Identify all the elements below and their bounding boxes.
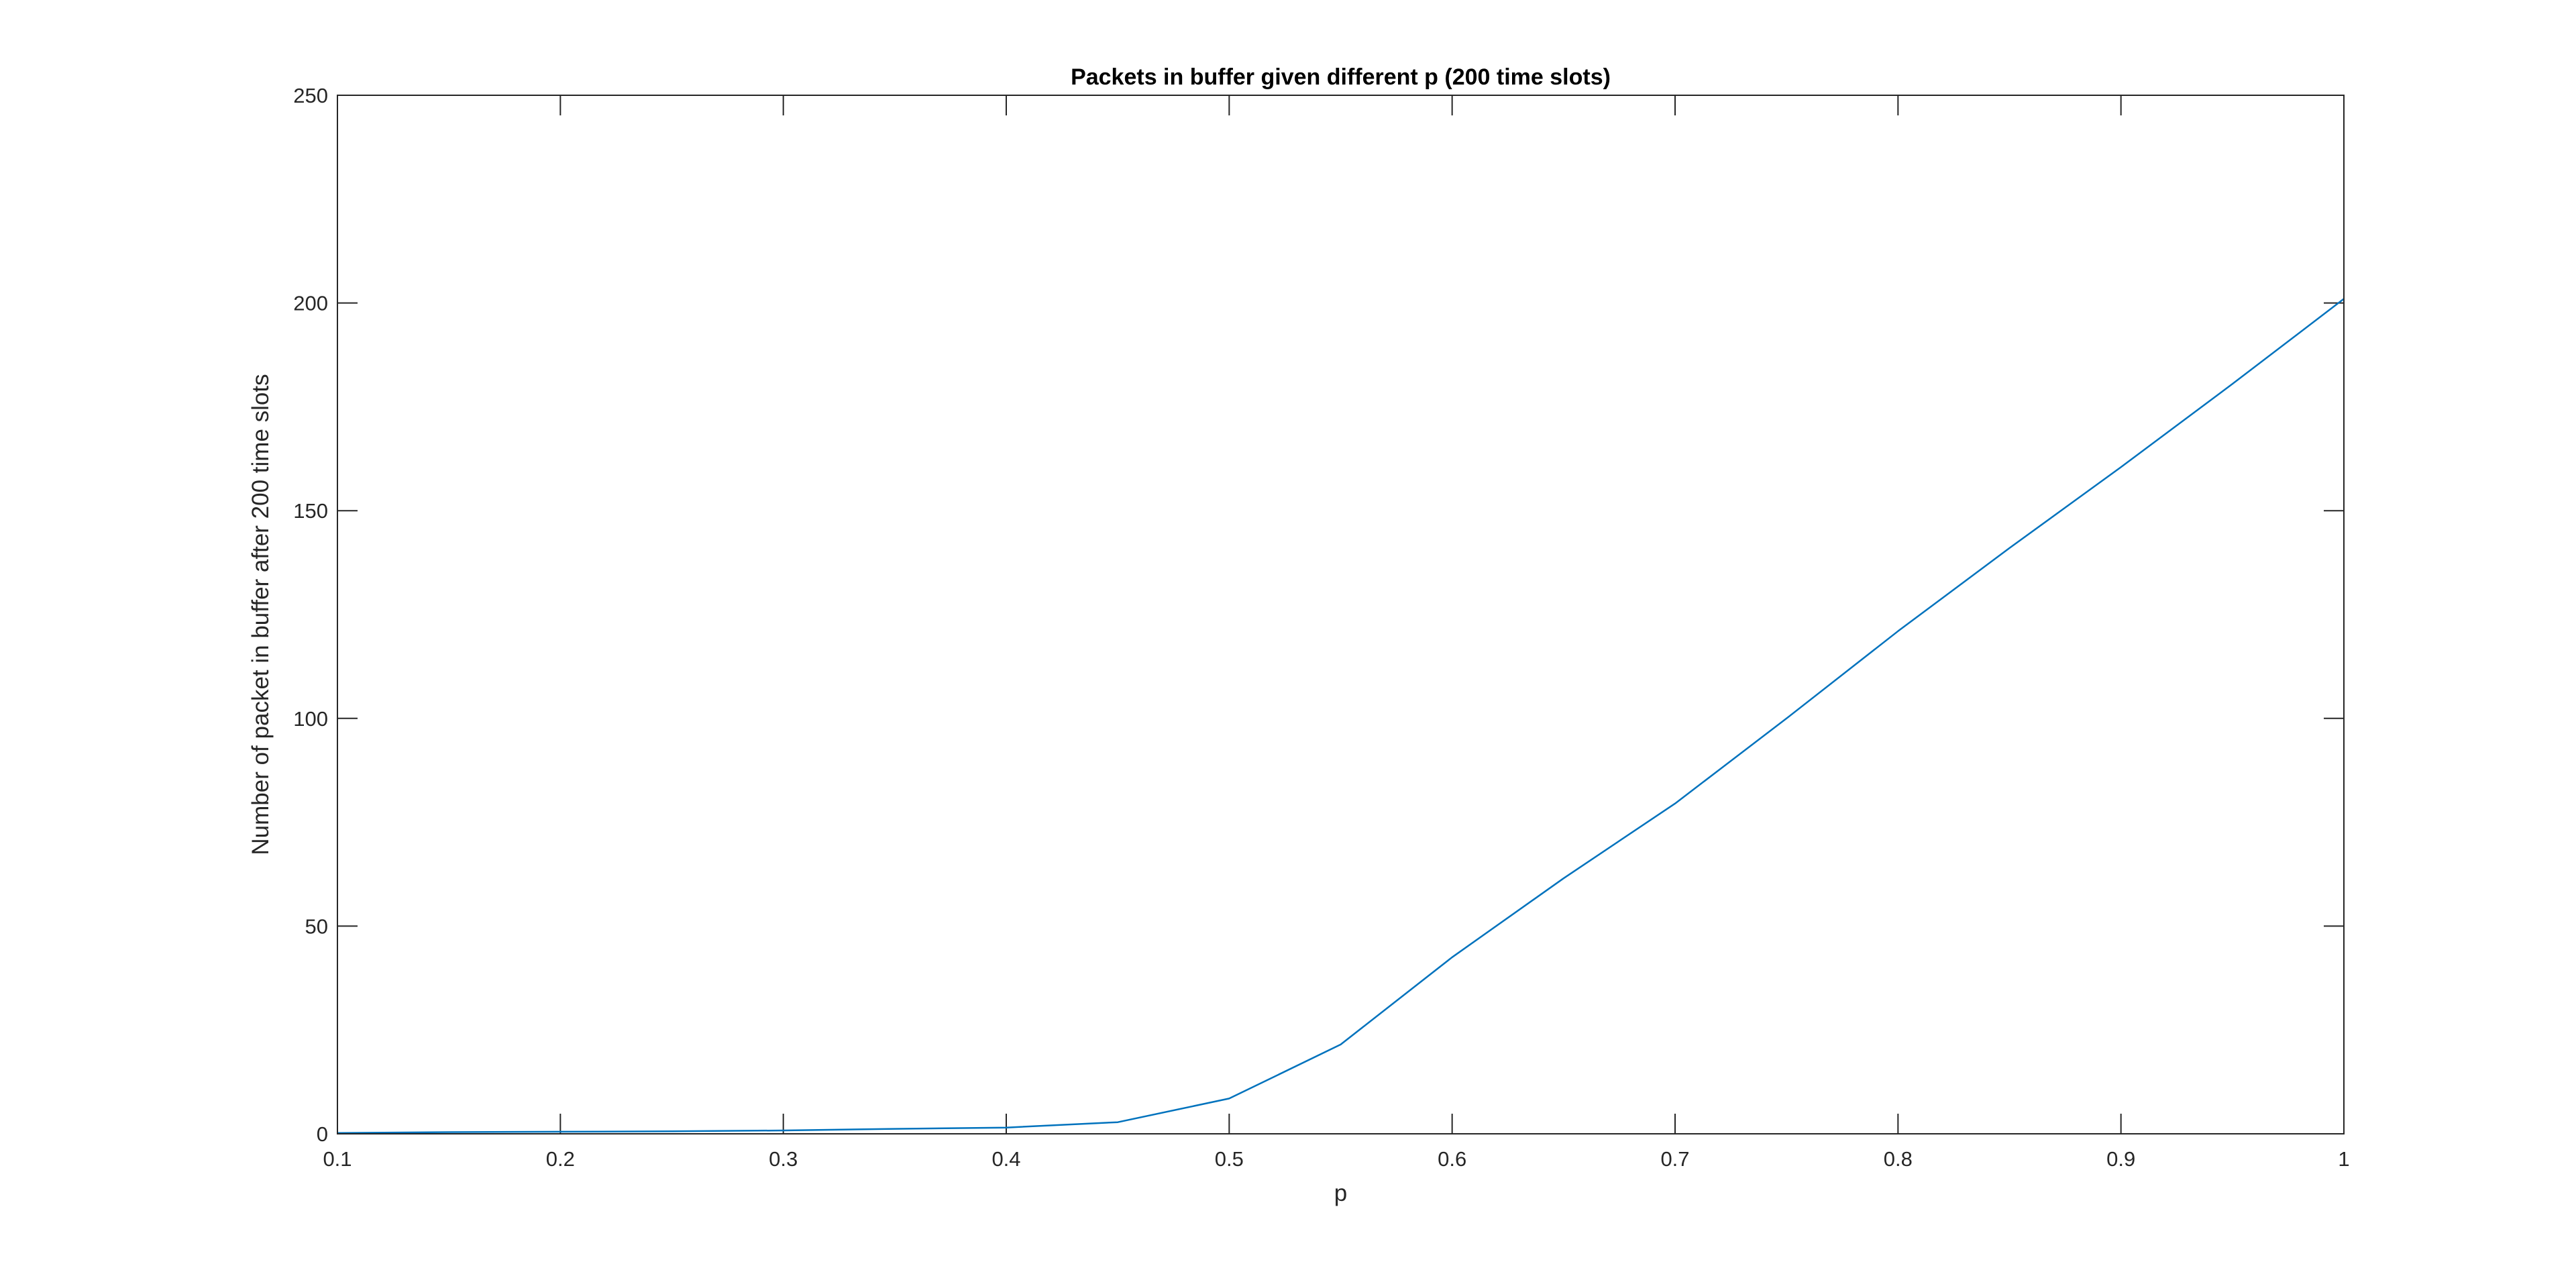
y-tick-label: 250 — [293, 84, 328, 107]
series-layer — [337, 298, 2345, 1134]
x-tick-label: 0.8 — [1884, 1147, 1913, 1171]
tick-labels: 0.1 0.2 0.3 0.4 0.5 0.6 0.7 0.8 0.9 1 0 50 100 150 200… — [293, 84, 2349, 1171]
x-tick-label: 0.2 — [546, 1147, 575, 1171]
axes-box — [337, 95, 2345, 1134]
x-tick-label: 0.5 — [1215, 1147, 1244, 1171]
y-axis-label: Number of packet in buffer after 200 tim… — [248, 374, 274, 855]
plot-area — [337, 95, 2344, 1134]
chart-title: Packets in buffer given different p (200… — [1071, 64, 1611, 90]
x-axis-label: p — [1334, 1180, 1347, 1206]
y-tick-label: 200 — [293, 292, 328, 315]
x-tick-label: 0.4 — [991, 1147, 1020, 1171]
y-tick-label: 100 — [293, 707, 328, 731]
y-tick-label: 150 — [293, 499, 328, 523]
y-tick-label: 0 — [317, 1122, 328, 1146]
x-tick-label: 1 — [2338, 1147, 2349, 1171]
x-tick-label: 0.6 — [1438, 1147, 1466, 1171]
x-tick-label: 0.9 — [2106, 1147, 2135, 1171]
y-tick-label: 50 — [305, 914, 328, 938]
series-line — [337, 298, 2345, 1134]
x-tick-label: 0.1 — [323, 1147, 352, 1171]
x-tick-label: 0.3 — [769, 1147, 798, 1171]
x-tick-label: 0.7 — [1660, 1147, 1689, 1171]
